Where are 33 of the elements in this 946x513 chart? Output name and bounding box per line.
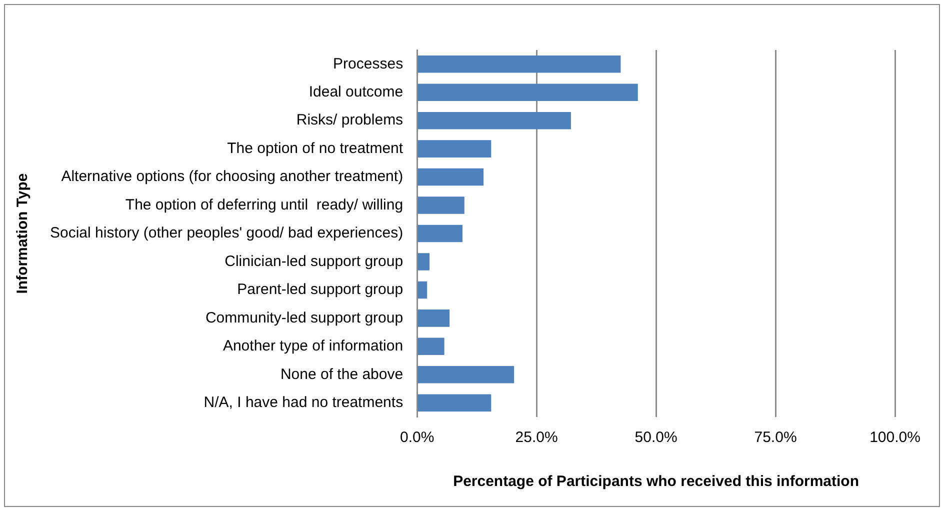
x-tick-label: 75.0% [754, 429, 797, 446]
bar [418, 338, 444, 356]
bar [418, 394, 492, 412]
y-tick-label: The option of deferring until ready/ willing [125, 196, 404, 214]
y-tick-label: Ideal outcome [308, 83, 404, 100]
x-axis-title: Percentage of Participants who received this information [453, 473, 860, 490]
y-tick-label: The option of no treatment [227, 140, 404, 157]
bar [418, 84, 638, 101]
y-tick-label: Risks/ problems [296, 112, 404, 129]
x-tick-label: 100.0% [870, 429, 920, 446]
y-tick-label: Clinician-led support group [224, 252, 404, 270]
x-tick-label: 0.0% [400, 429, 434, 446]
x-tick-label: 50.0% [634, 429, 678, 446]
y-tick-label: Alternative options (for choosing another treatment) [61, 168, 404, 186]
bar [418, 366, 514, 384]
bar [418, 140, 492, 158]
y-tick-label: None of the above [280, 366, 404, 383]
bar [418, 196, 464, 214]
y-tick-label: Social history (other peoples' good/ bad experiences) [50, 224, 404, 242]
y-tick-label: Community-led support group [205, 309, 404, 326]
bar [418, 253, 430, 270]
y-tick-label: Processes [333, 55, 404, 72]
bar [418, 310, 450, 327]
bar [418, 168, 484, 186]
bar [418, 281, 428, 299]
y-axis-title: Information Type [14, 173, 32, 294]
y-tick-label: Parent-led support group [237, 281, 404, 298]
bar [418, 224, 462, 242]
y-tick-label: Another type of information [222, 338, 404, 355]
bar [418, 112, 571, 130]
bar [418, 55, 621, 73]
y-tick-label: N/A, I have had no treatments [204, 394, 404, 412]
x-tick-label: 25.0% [515, 429, 558, 446]
